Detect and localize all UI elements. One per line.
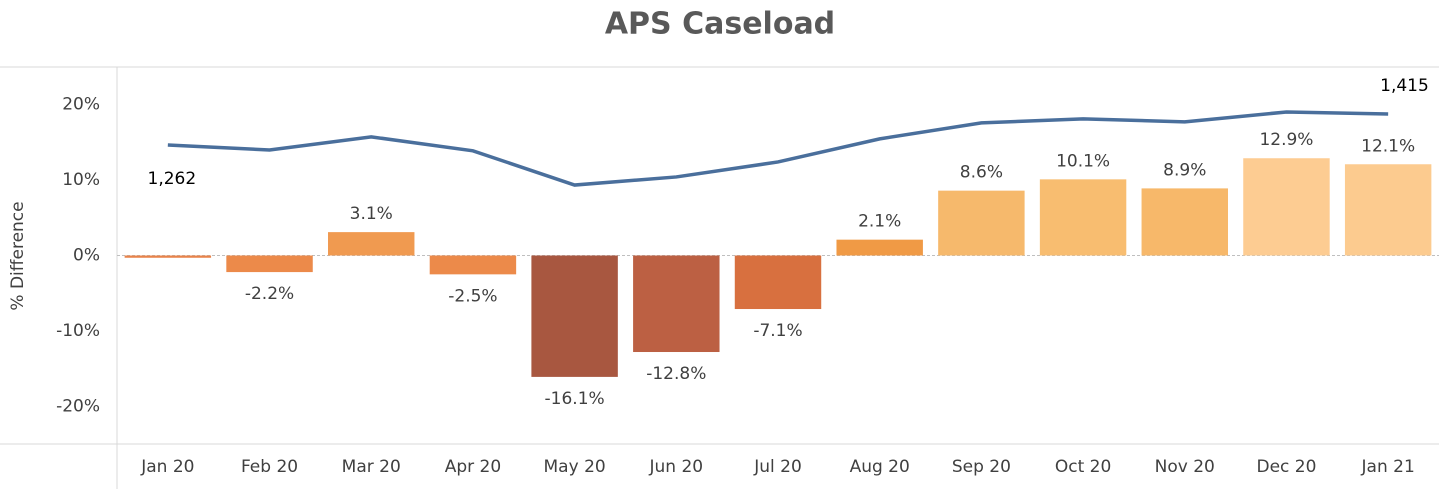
x-tick-label: Jul 20	[753, 457, 802, 477]
bar	[531, 255, 618, 377]
x-tick-label: Jan 20	[140, 457, 194, 477]
y-tick-label: -10%	[56, 321, 100, 341]
x-tick-label: Dec 20	[1256, 457, 1316, 477]
y-tick-label: 0%	[73, 246, 100, 266]
data-label: 10.1%	[1056, 151, 1110, 171]
data-label: 12.9%	[1259, 130, 1313, 150]
x-tick-label: Aug 20	[850, 457, 910, 477]
x-tick-label: Jan 21	[1361, 457, 1415, 477]
bar	[1243, 158, 1330, 256]
x-tick-label: Jun 20	[649, 457, 704, 477]
bar	[429, 255, 517, 275]
bar	[1344, 164, 1432, 256]
data-label: -2.2%	[245, 284, 294, 304]
x-tick-label: Sep 20	[952, 457, 1011, 477]
data-label: 8.9%	[1163, 160, 1206, 180]
line-label: 1,415	[1380, 76, 1429, 96]
data-label: 2.1%	[858, 212, 901, 232]
y-tick-label: -20%	[56, 396, 100, 416]
data-label: 3.1%	[350, 204, 393, 224]
bar	[1141, 188, 1228, 256]
data-label: -7.1%	[753, 321, 802, 341]
y-tick-label: 10%	[62, 170, 100, 190]
y-axis-label: % Difference	[8, 201, 28, 310]
bar	[1039, 179, 1127, 256]
data-label: -16.1%	[545, 389, 605, 409]
data-label: -2.5%	[448, 286, 497, 306]
x-tick-label: Apr 20	[445, 457, 501, 477]
bar	[124, 255, 212, 258]
bar	[734, 255, 822, 310]
line-label: 1,262	[148, 169, 197, 189]
data-label: 8.6%	[960, 163, 1003, 183]
line	[167, 110, 1389, 187]
data-label: -12.8%	[646, 364, 706, 384]
y-tick-label: 20%	[62, 95, 100, 115]
x-tick-label: Oct 20	[1055, 457, 1111, 477]
bar	[938, 190, 1025, 256]
bar	[328, 232, 415, 256]
bar	[836, 239, 923, 256]
x-tick-label: May 20	[544, 457, 606, 477]
bar	[226, 255, 313, 273]
x-tick-label: Feb 20	[241, 457, 298, 477]
data-label: 12.1%	[1361, 136, 1415, 156]
chart-title: APS Caseload	[605, 7, 835, 42]
x-tick-label: Nov 20	[1155, 457, 1215, 477]
x-tick-label: Mar 20	[342, 457, 401, 477]
bar	[633, 255, 720, 353]
